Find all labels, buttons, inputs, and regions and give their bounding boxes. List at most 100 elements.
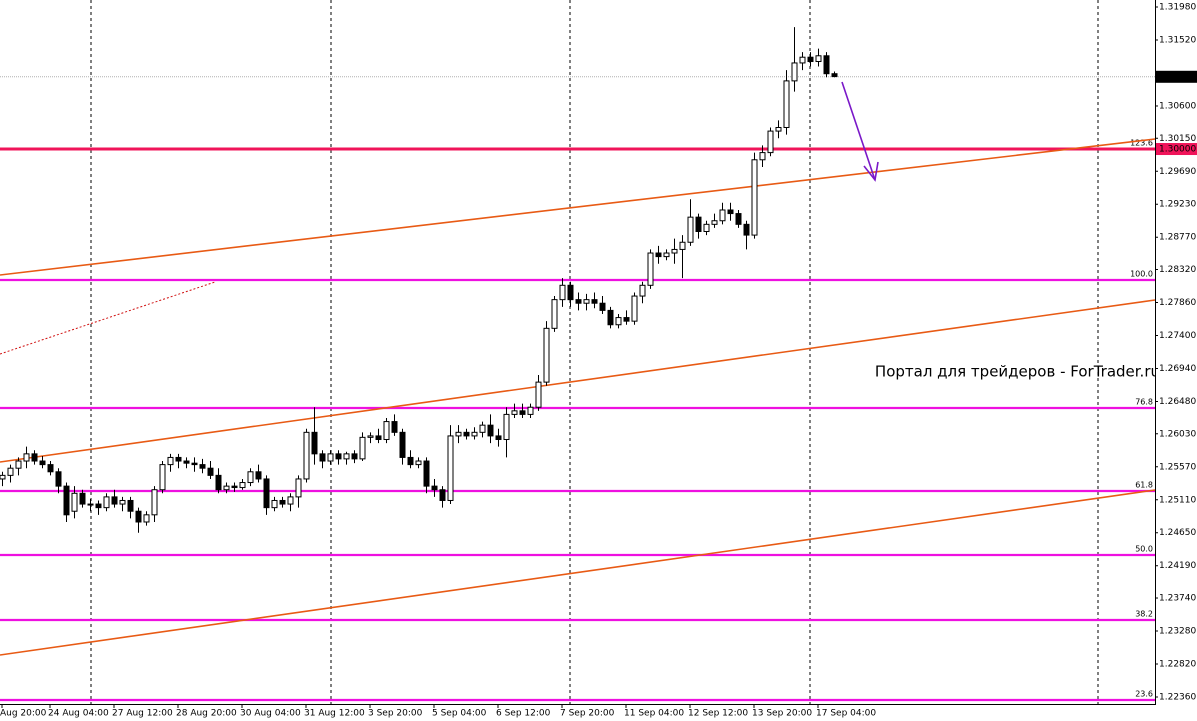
candle-body bbox=[55, 471, 62, 487]
candle-body bbox=[783, 80, 790, 128]
x-tick-label: 31 Aug 12:00 bbox=[304, 709, 365, 719]
candle-body bbox=[351, 453, 358, 460]
candle-body bbox=[311, 431, 318, 455]
candle-body bbox=[255, 471, 262, 480]
candle-body bbox=[183, 460, 190, 464]
price-axis-bg bbox=[1155, 0, 1197, 721]
y-tick-label: 1.31980 bbox=[1159, 3, 1196, 13]
fib-levels: 123.6 100.0 76.8 61.8 50.0 38.2 23.6 bbox=[0, 76, 1155, 702]
candle-body bbox=[271, 499, 278, 509]
candle-body bbox=[15, 460, 22, 469]
candle-body bbox=[111, 496, 118, 505]
candle-body bbox=[63, 485, 70, 516]
fib-level-label: 100.0 bbox=[1130, 269, 1153, 278]
candle-body bbox=[143, 514, 150, 523]
y-tick-label: 1.27400 bbox=[1159, 331, 1196, 341]
x-tick-label: 6 Sep 12:00 bbox=[496, 709, 551, 719]
candle-body bbox=[391, 421, 398, 433]
candle-body bbox=[663, 252, 670, 258]
candle-body bbox=[599, 302, 606, 311]
candle-body bbox=[159, 464, 166, 491]
y-tick-label: 1.28770 bbox=[1159, 233, 1196, 243]
candle-body bbox=[695, 216, 702, 233]
candle-body bbox=[799, 56, 806, 64]
candle-body bbox=[759, 152, 766, 161]
candle-body bbox=[151, 489, 158, 516]
candle-body bbox=[503, 413, 510, 441]
candles bbox=[0, 27, 838, 533]
x-tick-label: 5 Sep 04:00 bbox=[432, 709, 487, 719]
candle-body bbox=[223, 485, 230, 491]
candle-body bbox=[487, 424, 494, 437]
candle-body bbox=[455, 431, 462, 437]
candle-body bbox=[791, 62, 798, 82]
candle-body bbox=[367, 435, 374, 438]
candle-body bbox=[207, 467, 214, 476]
price-label-box bbox=[1156, 143, 1197, 156]
arrow-shaft bbox=[841, 81, 876, 181]
fib-level-label: 23.6 bbox=[1135, 690, 1153, 699]
candle-body bbox=[631, 295, 638, 322]
candle-body bbox=[495, 435, 502, 441]
y-tick-label: 1.26480 bbox=[1159, 397, 1196, 407]
candle-body bbox=[135, 510, 142, 523]
y-tick-label: 1.23740 bbox=[1159, 594, 1196, 604]
y-tick-label: 1.22820 bbox=[1159, 660, 1196, 670]
candle-body bbox=[527, 406, 534, 415]
candle-body bbox=[511, 410, 518, 415]
candle-body bbox=[623, 317, 630, 322]
candle-body bbox=[191, 462, 198, 466]
last-price-box bbox=[1156, 70, 1197, 83]
candle-body bbox=[607, 309, 614, 326]
trend-line bbox=[0, 138, 1156, 276]
candle-body bbox=[287, 496, 294, 505]
y-tick-label: 1.27860 bbox=[1159, 298, 1196, 308]
candle-body bbox=[167, 456, 174, 466]
x-tick-label: 11 Sep 04:00 bbox=[624, 709, 684, 719]
y-tick-label: 1.29690 bbox=[1159, 167, 1196, 177]
candle-body bbox=[31, 453, 38, 462]
last-price-label: 1.31007 bbox=[1159, 72, 1196, 82]
trend-line bbox=[0, 299, 1156, 463]
dotted-line bbox=[0, 281, 216, 355]
y-tick-label: 1.25570 bbox=[1159, 462, 1196, 472]
candle-body bbox=[71, 492, 78, 512]
candle-body bbox=[39, 460, 46, 466]
candle-body bbox=[247, 471, 254, 484]
candle-body bbox=[727, 209, 734, 215]
x-tick-label: 27 Aug 12:00 bbox=[112, 709, 173, 719]
fib-level-label: 76.8 bbox=[1135, 398, 1153, 407]
candle-body bbox=[687, 216, 694, 243]
candle-body bbox=[215, 474, 222, 491]
fib-level-label: 38.2 bbox=[1135, 609, 1153, 618]
x-tick-label: 30 Aug 04:00 bbox=[240, 709, 301, 719]
candle-body bbox=[295, 478, 302, 498]
x-tick-label: 3 Sep 20:00 bbox=[368, 709, 423, 719]
x-tick-label: Aug 20:00 bbox=[0, 709, 47, 719]
candle-body bbox=[743, 223, 750, 236]
candle-body bbox=[815, 55, 822, 63]
candle-body bbox=[7, 467, 14, 476]
candle-body bbox=[407, 456, 414, 466]
candle-body bbox=[463, 431, 470, 437]
y-tick-label: 1.24190 bbox=[1159, 561, 1196, 571]
candle-body bbox=[87, 503, 94, 506]
candle-body bbox=[303, 431, 310, 480]
fib-level-label: 123.6 bbox=[1130, 139, 1153, 148]
candle-body bbox=[535, 381, 542, 408]
candle-body bbox=[319, 453, 326, 462]
candle-body bbox=[423, 460, 430, 487]
x-tick-label: 7 Sep 20:00 bbox=[560, 709, 615, 719]
y-tick-label: 1.22360 bbox=[1159, 693, 1196, 703]
candle-body bbox=[431, 485, 438, 491]
candle-body bbox=[239, 482, 246, 489]
candle-body bbox=[807, 56, 814, 63]
candle-body bbox=[23, 453, 30, 462]
axes: 1.31980 1.31520 1.30600 1.30150 1.29690 1.292… bbox=[0, 3, 1197, 719]
candle-body bbox=[735, 213, 742, 225]
candle-body bbox=[711, 220, 718, 225]
candle-body bbox=[79, 492, 86, 505]
forecast-arrow bbox=[841, 81, 879, 182]
